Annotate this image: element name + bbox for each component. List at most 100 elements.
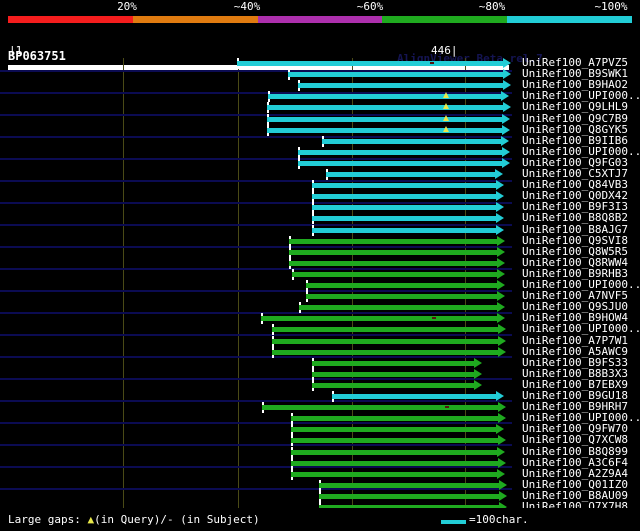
- hsp-bar[interactable]: [312, 360, 474, 366]
- hit-row[interactable]: UniRef100_Q8W5R5: [0, 244, 640, 258]
- hit-row[interactable]: UniRef100_C5XTJ7: [0, 167, 640, 180]
- hit-label[interactable]: UniRef100_B9HAO2: [522, 78, 628, 92]
- hsp-bar[interactable]: [261, 316, 497, 322]
- hit-label[interactable]: UniRef100_B8B3X3: [522, 366, 628, 380]
- hit-label[interactable]: UniRef100_B9RHB3: [522, 266, 628, 280]
- hsp-bar[interactable]: [291, 427, 496, 433]
- hit-row[interactable]: UniRef100_B9IIB6: [0, 134, 640, 147]
- hit-row[interactable]: UniRef100_A3C6F4: [0, 456, 640, 469]
- hit-label[interactable]: UniRef100_Q8GYK5: [522, 122, 628, 136]
- hit-row[interactable]: UniRef100_B8Q8B2: [0, 211, 640, 225]
- hsp-bar[interactable]: [237, 61, 503, 66]
- hit-row[interactable]: UniRef100_Q9FG03: [0, 155, 640, 169]
- hit-label[interactable]: UniRef100_B9GU18: [522, 389, 628, 402]
- hit-label[interactable]: UniRef100_A7P7W1: [522, 333, 628, 347]
- hsp-bar[interactable]: [322, 138, 501, 144]
- hit-row[interactable]: UniRef100_Q9SJU0: [0, 300, 640, 314]
- hsp-bar[interactable]: [312, 382, 474, 388]
- hsp-bar[interactable]: [289, 260, 497, 266]
- hit-label[interactable]: UniRef100_Q0DX42: [522, 189, 628, 203]
- hit-row[interactable]: UniRef100_Q9SVI8: [0, 234, 640, 247]
- hit-row[interactable]: UniRef100_B9FS33: [0, 356, 640, 369]
- hit-row[interactable]: UniRef100_B9SWK1: [0, 67, 640, 81]
- hit-row[interactable]: UniRef100_UPI000..: [0, 144, 640, 158]
- hsp-bar[interactable]: [292, 271, 497, 277]
- hit-label[interactable]: UniRef100_UPI000..: [522, 89, 640, 103]
- hsp-bar[interactable]: [312, 205, 496, 211]
- hit-row[interactable]: UniRef100_A7P7W1: [0, 333, 640, 347]
- hsp-bar[interactable]: [267, 105, 503, 111]
- hsp-bar[interactable]: [267, 116, 502, 122]
- hsp-bar[interactable]: [298, 83, 503, 89]
- hit-row[interactable]: UniRef100_Q01IZ0: [0, 478, 640, 491]
- hit-row[interactable]: UniRef100_UPI000..: [0, 89, 640, 103]
- hit-row[interactable]: UniRef100_Q84VB3: [0, 178, 640, 192]
- hit-row[interactable]: UniRef100_B9HOW4: [0, 312, 640, 325]
- hit-label[interactable]: UniRef100_B9HRH7: [522, 400, 628, 414]
- hsp-bar[interactable]: [291, 416, 498, 422]
- hit-label[interactable]: UniRef100_Q8RWW4: [522, 255, 628, 269]
- hit-label[interactable]: UniRef100_Q9C7B9: [522, 111, 628, 125]
- hit-row[interactable]: UniRef100_B8AJG7: [0, 223, 640, 236]
- hit-row[interactable]: UniRef100_B9HRH7: [0, 400, 640, 414]
- hsp-bar[interactable]: [272, 327, 498, 333]
- hit-label[interactable]: UniRef100_B8AU09: [522, 488, 628, 502]
- hit-label[interactable]: UniRef100_B9SWK1: [522, 67, 628, 81]
- hit-label[interactable]: UniRef100_B9F3I3: [522, 200, 628, 214]
- hsp-bar[interactable]: [298, 160, 502, 166]
- hit-label[interactable]: UniRef100_Q9FW70: [522, 422, 628, 436]
- hit-row[interactable]: UniRef100_Q9FW70: [0, 422, 640, 436]
- hsp-bar[interactable]: [298, 149, 502, 155]
- hit-label[interactable]: UniRef100_Q7X7H8: [522, 500, 628, 509]
- hit-row[interactable]: UniRef100_A7NVF5: [0, 290, 640, 303]
- hsp-bar[interactable]: [272, 338, 498, 344]
- hit-label[interactable]: UniRef100_UPI000..: [522, 144, 640, 158]
- hit-row[interactable]: UniRef100_UPI000..: [0, 322, 640, 336]
- hit-row[interactable]: UniRef100_Q9C7B9: [0, 111, 640, 125]
- hit-label[interactable]: UniRef100_B8Q899: [522, 444, 628, 458]
- hit-row[interactable]: UniRef100_Q8GYK5: [0, 122, 640, 136]
- hit-row[interactable]: UniRef100_B9HAO2: [0, 78, 640, 92]
- hit-row[interactable]: UniRef100_Q9LHL9: [0, 100, 640, 114]
- hit-label[interactable]: UniRef100_Q9FG03: [522, 155, 628, 169]
- hit-row[interactable]: UniRef100_Q7X7H8: [0, 500, 640, 509]
- hsp-bar[interactable]: [291, 460, 498, 466]
- hsp-bar[interactable]: [267, 127, 502, 133]
- hit-row[interactable]: UniRef100_A2Z9A4: [0, 466, 640, 480]
- hsp-bar[interactable]: [291, 438, 498, 444]
- hsp-bar[interactable]: [268, 94, 501, 100]
- hit-label[interactable]: UniRef100_A5AWC9: [522, 344, 628, 358]
- hsp-bar[interactable]: [306, 283, 497, 288]
- hit-row[interactable]: UniRef100_Q0DX42: [0, 189, 640, 203]
- hit-label[interactable]: UniRef100_B8Q8B2: [522, 211, 628, 225]
- hit-label[interactable]: UniRef100_UPI000..: [522, 411, 640, 425]
- hit-row[interactable]: UniRef100_B8Q899: [0, 444, 640, 458]
- hit-label[interactable]: UniRef100_UPI000..: [522, 278, 640, 291]
- hit-label[interactable]: UniRef100_Q9LHL9: [522, 100, 628, 114]
- hsp-bar[interactable]: [288, 72, 503, 78]
- hit-label[interactable]: UniRef100_Q9SJU0: [522, 300, 628, 314]
- hsp-bar[interactable]: [289, 249, 497, 255]
- hit-label[interactable]: UniRef100_Q84VB3: [522, 178, 628, 192]
- hsp-bar[interactable]: [262, 405, 498, 411]
- hsp-bar[interactable]: [289, 238, 497, 244]
- hsp-bar[interactable]: [312, 227, 496, 233]
- hit-label[interactable]: UniRef100_A2Z9A4: [522, 466, 628, 480]
- hit-row[interactable]: UniRef100_B7EBX9: [0, 378, 640, 391]
- hsp-bar[interactable]: [312, 194, 496, 200]
- hit-row[interactable]: UniRef100_A5AWC9: [0, 344, 640, 358]
- hsp-bar[interactable]: [319, 505, 499, 508]
- hit-label[interactable]: UniRef100_UPI000..: [522, 322, 640, 336]
- hsp-bar[interactable]: [319, 493, 499, 499]
- hit-row[interactable]: UniRef100_B9F3I3: [0, 200, 640, 214]
- hsp-bar[interactable]: [326, 172, 495, 177]
- hsp-bar[interactable]: [272, 349, 498, 355]
- hsp-bar[interactable]: [312, 216, 496, 222]
- hit-row[interactable]: UniRef100_UPI000..: [0, 411, 640, 425]
- hit-label[interactable]: UniRef100_Q7XCW8: [522, 433, 628, 447]
- hit-label[interactable]: UniRef100_Q8W5R5: [522, 244, 628, 258]
- hit-label[interactable]: UniRef100_A7PVZ5: [522, 58, 628, 69]
- hit-row[interactable]: UniRef100_B8AU09: [0, 488, 640, 502]
- hsp-bar[interactable]: [291, 449, 497, 455]
- hit-label[interactable]: UniRef100_C5XTJ7: [522, 167, 628, 180]
